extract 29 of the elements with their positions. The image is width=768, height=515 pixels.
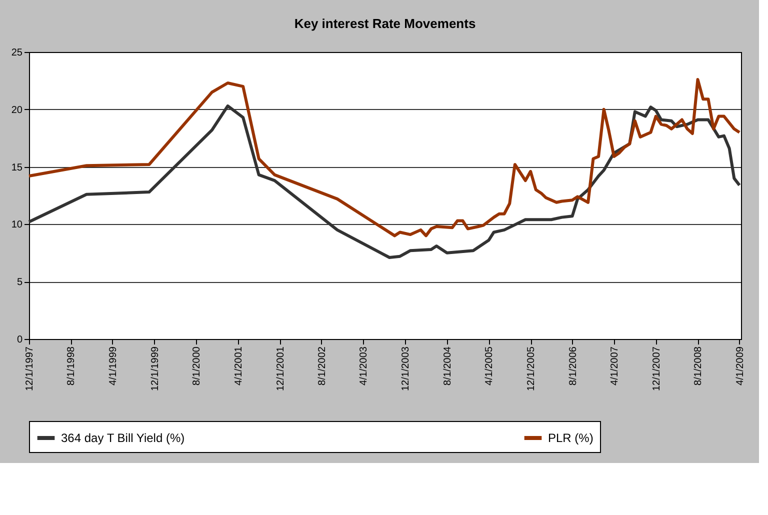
x-tick-label: 4/1/1999: [108, 346, 119, 386]
y-tick-label: 10: [11, 220, 23, 231]
x-tick-label: 8/1/1998: [66, 346, 78, 386]
x-tick-label: 12/1/2007: [651, 346, 662, 391]
chart-title: Key interest Rate Movements: [294, 16, 476, 31]
x-tick-label: 8/1/2004: [442, 346, 454, 386]
y-tick-label: 5: [16, 277, 23, 288]
x-tick-label: 12/1/2005: [526, 346, 538, 391]
line-series: [28, 78, 741, 238]
y-tick-label: 25: [11, 48, 23, 58]
x-tick-label: 4/1/2007: [609, 346, 620, 386]
x-tick-label: 12/1/2003: [400, 346, 412, 391]
x-tick-label: 8/1/2002: [316, 346, 328, 386]
legend-label: PLR (%): [548, 431, 594, 445]
x-tick-label: 4/1/2001: [233, 346, 244, 386]
x-tick-label: 8/1/2008: [693, 346, 704, 386]
x-tick-label: 8/1/2006: [568, 346, 579, 386]
x-tick-label: 8/1/2000: [192, 346, 203, 386]
y-tick-label: 15: [11, 162, 23, 174]
x-tick-label: 12/1/1997: [24, 346, 36, 391]
y-tick-label: 0: [16, 334, 23, 346]
x-tick-label: 12/1/2001: [275, 346, 286, 391]
x-tick-label: 4/1/2003: [358, 346, 370, 386]
y-tick-label: 20: [11, 104, 23, 116]
legend-label: 364 day T Bill Yield (%): [61, 431, 185, 445]
x-tick-label: 4/1/2005: [484, 346, 496, 386]
x-tick-label: 4/1/2009: [734, 346, 746, 386]
line-series: [28, 104, 741, 259]
x-tick-label: 12/1/1999: [150, 346, 161, 391]
